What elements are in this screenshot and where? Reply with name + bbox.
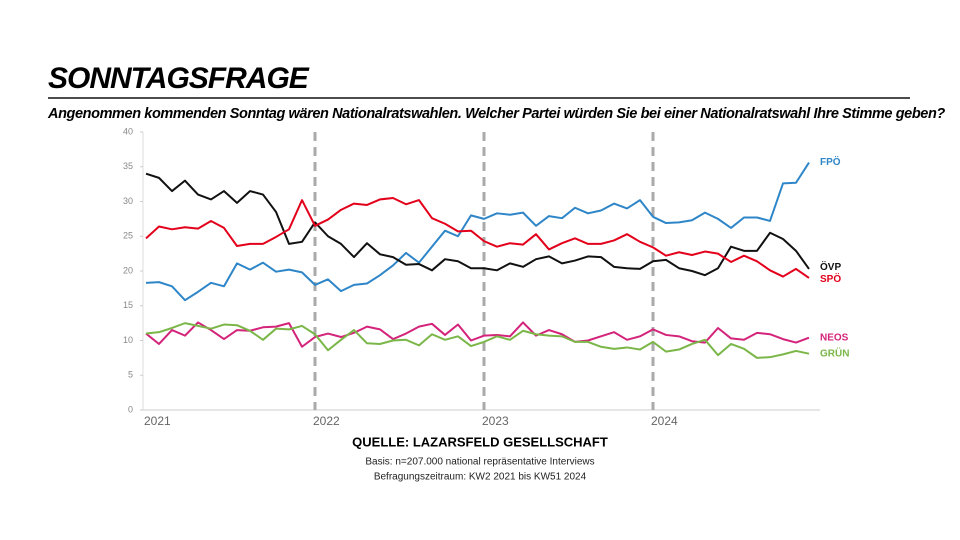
legend-label: SPÖ <box>820 272 841 285</box>
legend-label: NEOS <box>820 332 849 343</box>
basis-note: Basis: n=207.000 national repräsentative… <box>365 457 594 468</box>
x-tick-label: 2021 <box>144 414 171 428</box>
series-line <box>145 172 810 277</box>
chart-title: SONNTAGSFRAGE <box>48 62 310 95</box>
y-tick-label: 5 <box>128 370 133 380</box>
y-tick-label: 35 <box>123 161 133 171</box>
chart-subtitle: Angenommen kommenden Sonntag wären Natio… <box>47 106 945 122</box>
y-tick-label: 0 <box>128 404 133 414</box>
y-tick-label: 40 <box>123 126 133 136</box>
y-tick-label: 25 <box>123 231 133 241</box>
y-tick-label: 30 <box>123 196 133 206</box>
period-note: Befragungszeitraum: KW2 2021 bis KW51 20… <box>374 472 587 483</box>
series-line <box>145 162 810 302</box>
legend-label: GRÜN <box>820 346 849 359</box>
x-tick-label: 2024 <box>651 414 678 428</box>
y-tick-label: 15 <box>123 300 133 310</box>
series-line <box>145 197 810 279</box>
x-tick-label: 2022 <box>313 414 340 428</box>
legend-label: FPÖ <box>820 155 841 168</box>
y-tick-label: 20 <box>123 265 133 275</box>
source: QUELLE: LAZARSFELD GESELLSCHAFT <box>352 434 608 449</box>
y-tick-label: 10 <box>123 335 133 345</box>
x-tick-label: 2023 <box>482 414 509 428</box>
legend-label: ÖVP <box>820 260 841 273</box>
series-line <box>145 322 810 359</box>
